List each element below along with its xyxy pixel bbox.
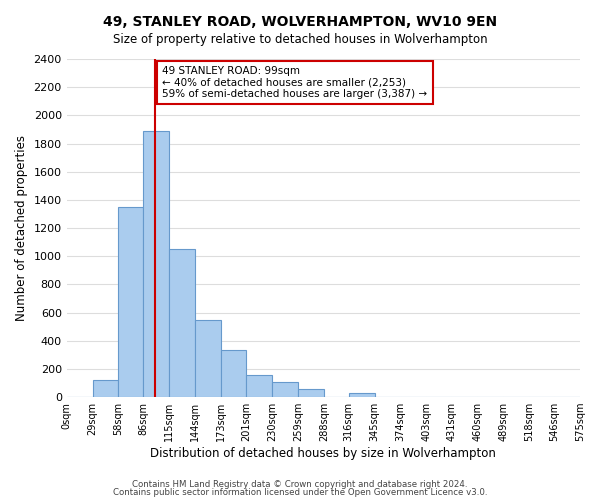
Text: Size of property relative to detached houses in Wolverhampton: Size of property relative to detached ho…	[113, 32, 487, 46]
Text: Contains public sector information licensed under the Open Government Licence v3: Contains public sector information licen…	[113, 488, 487, 497]
Bar	[298, 388, 324, 397]
Bar	[272, 382, 298, 397]
Y-axis label: Number of detached properties: Number of detached properties	[15, 135, 28, 321]
Text: 49 STANLEY ROAD: 99sqm
← 40% of detached houses are smaller (2,253)
59% of semi-: 49 STANLEY ROAD: 99sqm ← 40% of detached…	[162, 66, 427, 99]
Bar	[143, 131, 169, 397]
Text: Contains HM Land Registry data © Crown copyright and database right 2024.: Contains HM Land Registry data © Crown c…	[132, 480, 468, 489]
X-axis label: Distribution of detached houses by size in Wolverhampton: Distribution of detached houses by size …	[151, 447, 496, 460]
Text: 49, STANLEY ROAD, WOLVERHAMPTON, WV10 9EN: 49, STANLEY ROAD, WOLVERHAMPTON, WV10 9E…	[103, 15, 497, 29]
Bar	[195, 320, 221, 397]
Bar	[118, 207, 143, 397]
Bar	[169, 249, 195, 397]
Bar	[349, 393, 374, 397]
Bar	[246, 374, 272, 397]
Bar	[221, 350, 246, 397]
Bar	[92, 380, 118, 397]
